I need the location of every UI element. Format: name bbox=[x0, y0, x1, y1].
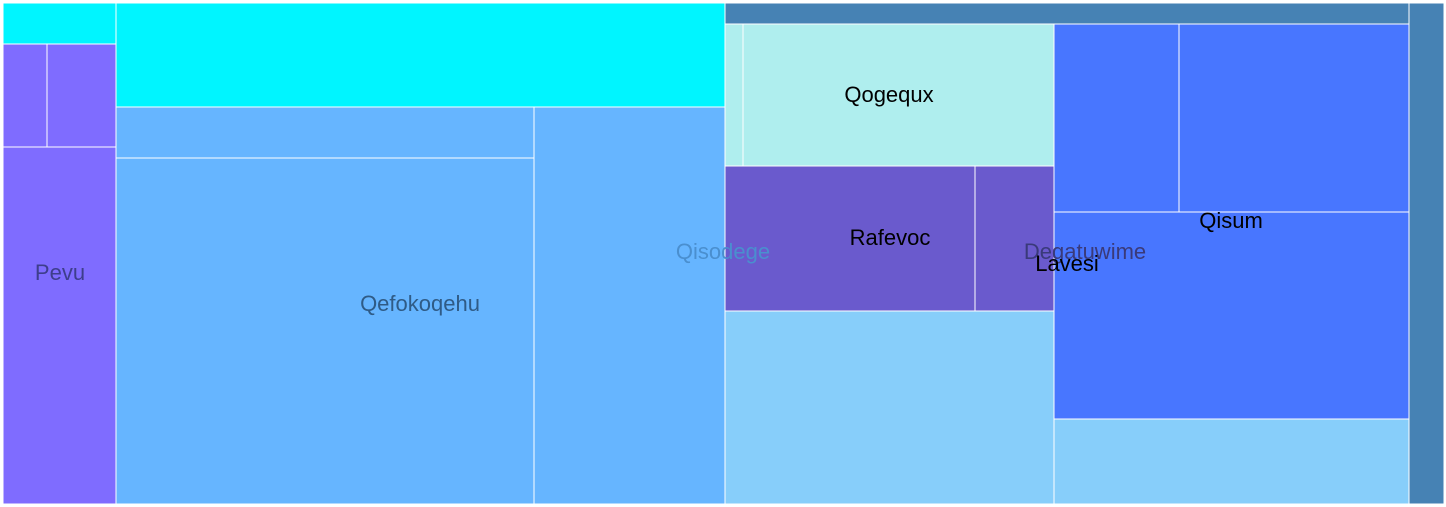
treemap-tile-15 bbox=[724, 310, 1055, 505]
treemap-label-rafevoc: Rafevoc bbox=[850, 225, 931, 250]
treemap-label-lavesi: Lavesi bbox=[1035, 251, 1099, 276]
treemap-tile-19 bbox=[1053, 211, 1410, 420]
treemap-label-qogequx: Qogequx bbox=[844, 82, 933, 107]
treemap-label-qefokoqehu: Qefokoqehu bbox=[360, 291, 480, 316]
treemap-tile-10 bbox=[1408, 2, 1445, 505]
treemap-tile-14 bbox=[974, 165, 1055, 312]
treemap-tile-11 bbox=[724, 23, 744, 167]
treemap-tile-16 bbox=[1053, 418, 1410, 505]
treemap-tile-12 bbox=[742, 23, 1055, 167]
treemap-tile-13 bbox=[724, 165, 976, 312]
treemap-tile-4 bbox=[46, 43, 117, 148]
treemap-tile-18 bbox=[1178, 23, 1410, 213]
treemap-tile-5 bbox=[2, 146, 117, 505]
treemap-tile-17 bbox=[1053, 23, 1180, 213]
treemap-tile-8 bbox=[533, 106, 726, 505]
treemap-labels: Pevu Qefokoqehu Qisodege Qogequx Rafevoc Dega… bbox=[35, 82, 1263, 316]
treemap-tile-7 bbox=[115, 157, 535, 505]
treemap-tile-9 bbox=[724, 2, 1410, 25]
treemap-label-qisum: Qisum bbox=[1199, 208, 1263, 233]
treemap-tile-3 bbox=[2, 43, 48, 148]
treemap-tile-2 bbox=[115, 2, 726, 108]
treemap-label-degatuwime: Degatuwime bbox=[1024, 239, 1146, 264]
treemap-label-pevu: Pevu bbox=[35, 260, 85, 285]
treemap-tile-1 bbox=[2, 2, 117, 45]
treemap-label-qisodege: Qisodege bbox=[676, 239, 770, 264]
treemap-tile-6 bbox=[115, 106, 535, 159]
